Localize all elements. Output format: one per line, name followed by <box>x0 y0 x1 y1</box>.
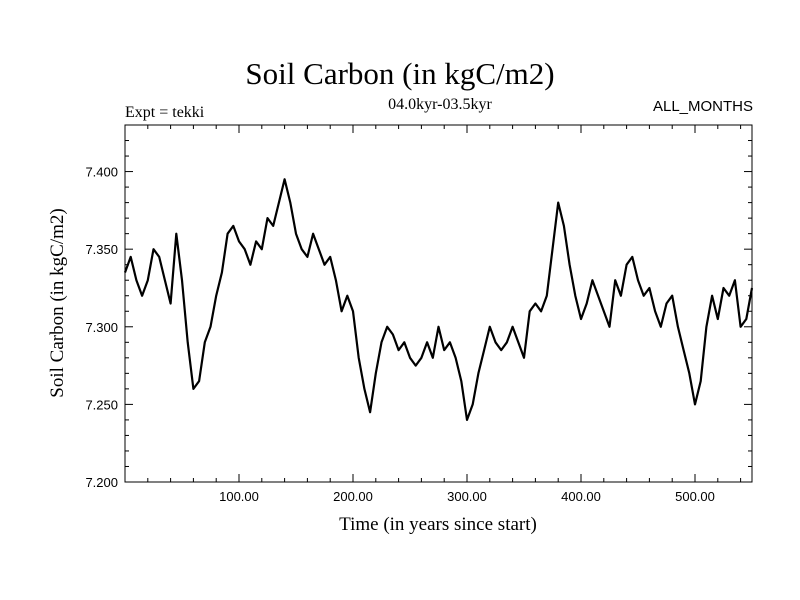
y-tick-label: 7.400 <box>85 165 118 180</box>
y-tick-label: 7.200 <box>85 475 118 490</box>
x-tick-label: 500.00 <box>675 489 715 504</box>
experiment-label: Expt = tekki <box>125 104 205 121</box>
series-line <box>123 178 754 421</box>
period-label: 04.0kyr-03.5kyr <box>388 96 492 113</box>
y-tick-label: 7.250 <box>85 397 118 412</box>
x-tick-label: 200.00 <box>333 489 373 504</box>
chart-title: Soil Carbon (in kgC/m2) <box>245 56 555 91</box>
plot-frame <box>124 124 753 483</box>
y-ticks: 7.200 7.250 7.300 7.350 7.400 <box>85 124 752 490</box>
x-axis-title: Time (in years since start) <box>339 514 537 535</box>
x-tick-label: 100.00 <box>219 489 259 504</box>
months-label: ALL_MONTHS <box>652 98 753 115</box>
y-axis-title: Soil Carbon (in kgC/m2) <box>47 208 68 397</box>
x-tick-label: 400.00 <box>561 489 601 504</box>
x-tick-label: 300.00 <box>447 489 487 504</box>
y-tick-label: 7.350 <box>85 242 118 257</box>
x-ticks: 100.00 200.00 300.00 400.00 500.00 <box>147 125 742 504</box>
y-tick-label: 7.300 <box>85 320 118 335</box>
